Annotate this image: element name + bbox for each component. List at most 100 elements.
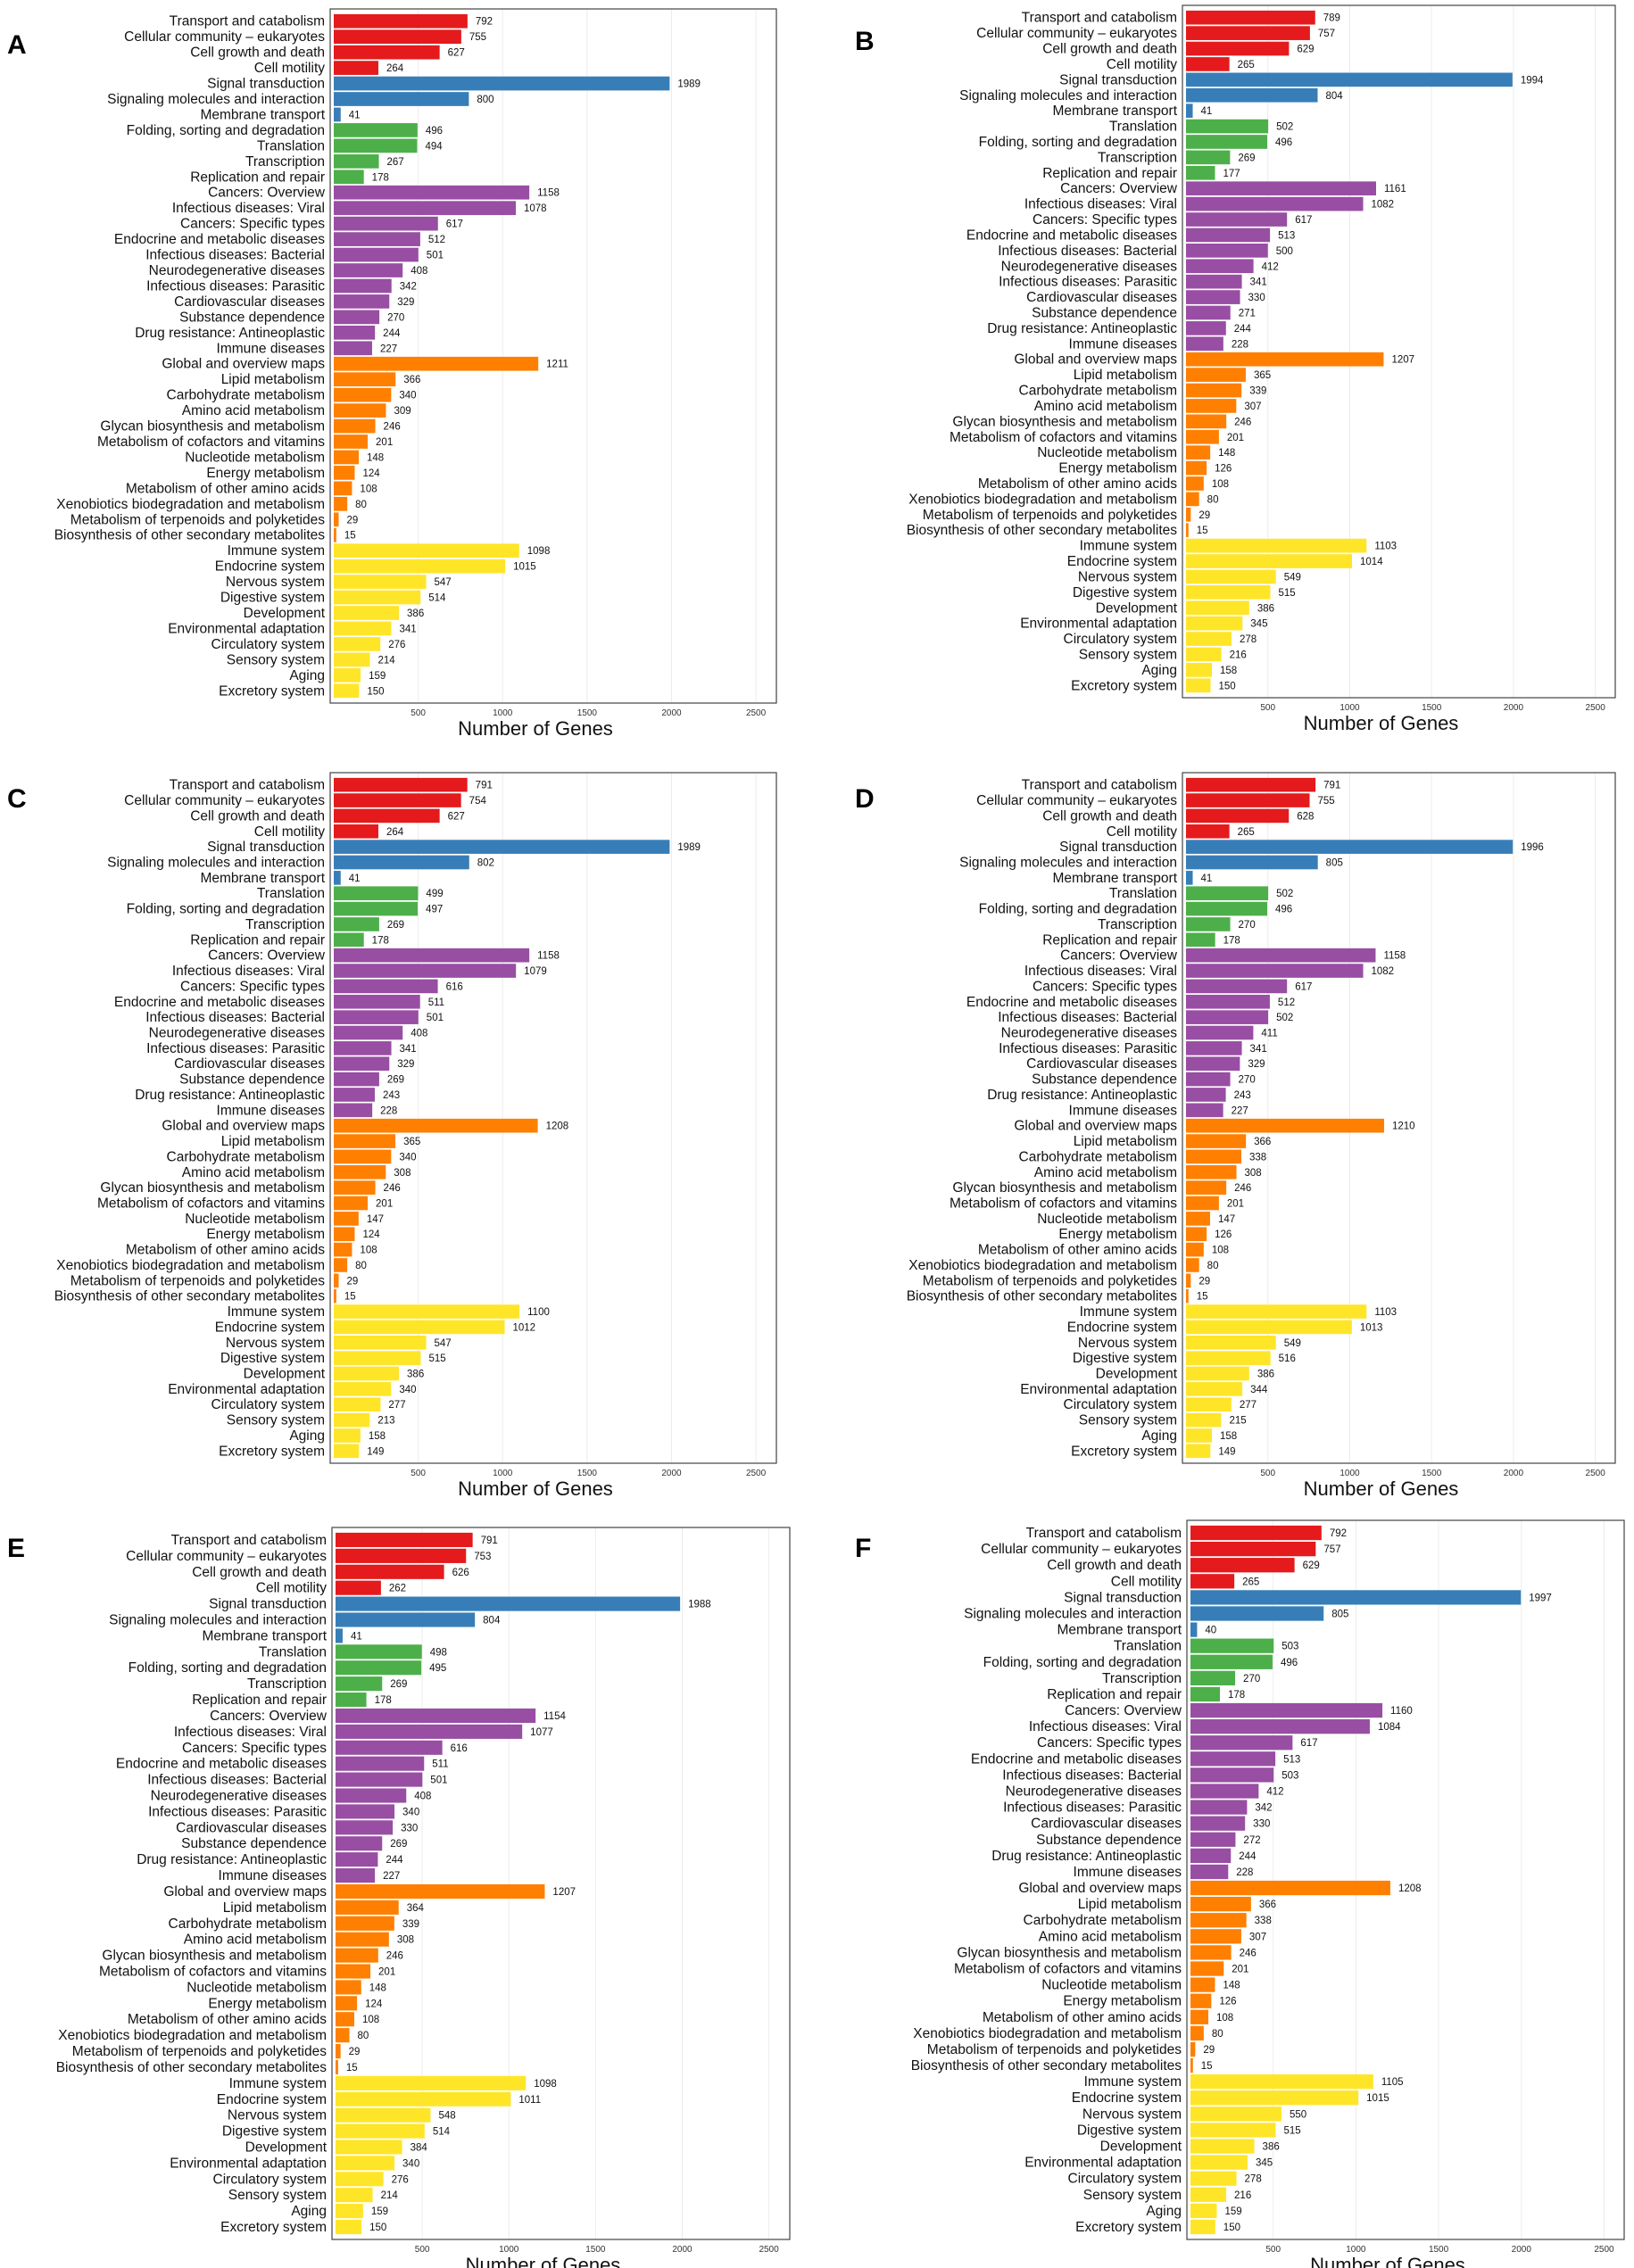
category-label: Infectious diseases: Parasitic: [999, 275, 1177, 290]
bar: [334, 1242, 353, 1257]
value-label: 158: [1220, 666, 1237, 676]
value-label: 412: [1266, 1787, 1283, 1798]
plot-frame: [329, 8, 777, 704]
category-label: Cancers: Overview: [208, 948, 326, 964]
bar: [1190, 2090, 1359, 2106]
category-label: Signal transduction: [209, 1597, 327, 1612]
category-label: Endocrine system: [1067, 554, 1177, 569]
value-label: 29: [346, 515, 358, 526]
category-label: Cell growth and death: [1042, 42, 1177, 57]
value-label: 150: [1219, 681, 1236, 691]
bar: [1186, 793, 1310, 807]
bar: [336, 1708, 536, 1724]
tick-label: 1500: [1422, 1469, 1442, 1478]
category-label: Infectious diseases: Viral: [172, 964, 325, 979]
bar: [1190, 2123, 1276, 2138]
bar: [334, 1258, 348, 1272]
bar: [1186, 352, 1384, 367]
value-label: 494: [425, 141, 443, 152]
category-label: Infectious diseases: Parasitic: [148, 1804, 327, 1819]
value-label: 616: [446, 981, 463, 992]
category-label: Cancers: Specific types: [1033, 212, 1177, 228]
tick-label: 500: [415, 2245, 430, 2255]
bar: [336, 1980, 361, 1995]
category-label: Digestive system: [220, 591, 325, 606]
category-label: Immune system: [228, 1304, 325, 1320]
tick-label: 2000: [1504, 1469, 1524, 1478]
bar: [334, 855, 469, 870]
value-label: 201: [376, 437, 393, 448]
bar: [334, 979, 438, 994]
value-label: 339: [402, 1919, 419, 1930]
category-label: Membrane transport: [1052, 871, 1177, 886]
value-label: 501: [430, 1775, 447, 1786]
tick-label: 1500: [1429, 2245, 1449, 2255]
value-label: 228: [380, 1105, 397, 1116]
value-label: 512: [428, 235, 445, 245]
plot-frame: [1182, 4, 1616, 699]
value-label: 502: [1276, 1013, 1293, 1023]
bar: [1190, 1977, 1215, 1992]
category-label: Translation: [257, 138, 325, 153]
category-label: Replication and repair: [192, 1693, 327, 1708]
value-label: 365: [403, 1137, 420, 1147]
value-label: 41: [349, 873, 361, 884]
category-label: Metabolism of cofactors and vitamins: [97, 1196, 325, 1212]
bar: [1186, 274, 1242, 289]
value-label: 147: [367, 1214, 384, 1225]
value-label: 757: [1318, 29, 1335, 39]
category-label: Endocrine and metabolic diseases: [116, 1757, 327, 1772]
value-label: 345: [1256, 2158, 1273, 2169]
category-label: Cellular community – eukaryotes: [976, 793, 1177, 808]
value-label: 341: [1250, 1044, 1267, 1055]
bar: [1190, 1913, 1247, 1928]
value-label: 1012: [513, 1322, 536, 1333]
value-label: 515: [428, 1353, 445, 1364]
category-label: Nucleotide metabolism: [1037, 1212, 1177, 1227]
value-label: 265: [1238, 60, 1255, 70]
category-label: Immune diseases: [1074, 1865, 1182, 1880]
value-label: 29: [1199, 1276, 1210, 1287]
value-label: 329: [397, 1059, 414, 1070]
value-label: 214: [381, 2190, 399, 2201]
category-label: Global and overview maps: [162, 1119, 325, 1134]
category-label: Cell growth and death: [1047, 1558, 1182, 1573]
value-label: 264: [386, 827, 404, 838]
value-label: 340: [399, 1152, 416, 1163]
tick-label: 2000: [672, 2245, 693, 2255]
category-label: Cancers: Overview: [1060, 948, 1178, 964]
category-label: Cellular community – eukaryotes: [976, 26, 1177, 41]
value-label: 549: [1284, 1338, 1301, 1349]
value-label: 408: [414, 1792, 431, 1802]
category-label: Glycan biosynthesis and metabolism: [100, 419, 325, 435]
bar: [334, 247, 419, 262]
value-label: 502: [1276, 122, 1293, 133]
value-label: 246: [1234, 1183, 1251, 1194]
category-label: Biosynthesis of other secondary metaboli…: [56, 2060, 328, 2075]
bar: [1186, 1412, 1222, 1428]
value-label: 1015: [1366, 2093, 1389, 2104]
category-label: Substance dependence: [1032, 1072, 1177, 1088]
bar: [334, 1304, 520, 1319]
bar: [1190, 2139, 1255, 2154]
category-label: Cardiovascular diseases: [1026, 1056, 1177, 1072]
bar: [1190, 1622, 1198, 1637]
bar: [1186, 259, 1254, 274]
value-label: 513: [1283, 1754, 1300, 1765]
category-label: Xenobiotics biodegradation and metabolis…: [58, 2028, 327, 2043]
bar: [334, 341, 372, 356]
bar: [1190, 1718, 1370, 1734]
bar: [334, 1103, 373, 1118]
bar: [336, 2123, 425, 2139]
bar: [334, 1072, 379, 1087]
value-label: 177: [1223, 169, 1240, 179]
tick-label: 2000: [661, 708, 682, 718]
value-label: 805: [1331, 1610, 1348, 1620]
category-label: Transcription: [247, 1676, 327, 1692]
category-label: Infectious diseases: Viral: [1024, 964, 1177, 979]
bar: [334, 372, 396, 387]
value-label: 791: [1323, 781, 1340, 791]
value-label: 108: [1212, 479, 1229, 490]
value-label: 201: [378, 1967, 395, 1978]
value-label: 804: [483, 1616, 501, 1627]
